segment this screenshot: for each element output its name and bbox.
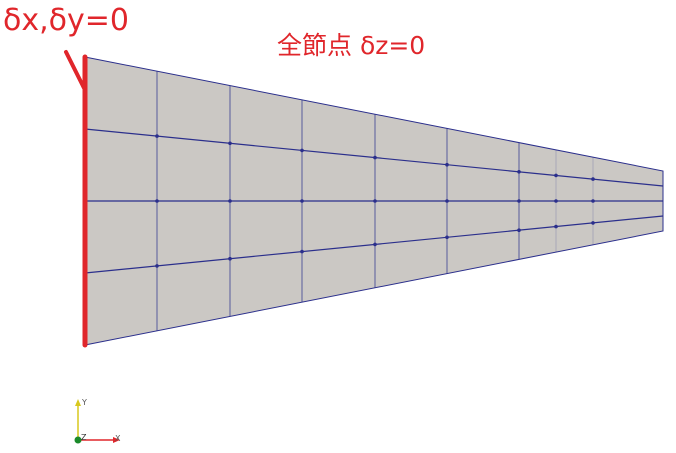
mesh-node (591, 199, 595, 203)
mesh-node (228, 256, 232, 261)
mesh-node (155, 199, 159, 203)
z-axis-label: Z (81, 433, 87, 442)
mesh-node (517, 228, 521, 232)
mesh-node (155, 264, 159, 268)
x-axis-label: X (115, 434, 121, 443)
y-axis-label: Y (81, 398, 87, 407)
tapered-plate-mesh (84, 56, 664, 346)
support-leader-line (64, 50, 86, 90)
mesh-node (373, 155, 377, 160)
mesh-node (554, 173, 558, 178)
mesh-node (554, 199, 558, 203)
mesh-node (228, 199, 232, 203)
mesh-node (517, 170, 521, 174)
mesh-node (445, 235, 449, 240)
mesh-node (373, 242, 377, 247)
mesh-node (591, 221, 595, 225)
mesh-node (517, 199, 521, 203)
mesh-node (300, 199, 304, 203)
mesh-node (591, 177, 595, 181)
mesh-node (373, 199, 377, 203)
y-axis-arrow (75, 399, 81, 406)
mesh-node (445, 162, 449, 167)
x-axis-arrow (113, 437, 120, 443)
z-axis-dot (74, 436, 82, 444)
fixed-support (64, 50, 88, 348)
fixed-support-label: δx,δy=0 (3, 3, 129, 38)
mesh-node (554, 224, 558, 229)
mesh-node (300, 249, 304, 254)
mesh-node (155, 134, 159, 138)
all-nodes-constraint-label: 全節点 δz=0 (277, 31, 426, 60)
mesh-node (300, 148, 304, 153)
axes-triad: Y Z X (74, 398, 121, 444)
mesh-node (445, 199, 449, 203)
mesh-node (228, 141, 232, 146)
